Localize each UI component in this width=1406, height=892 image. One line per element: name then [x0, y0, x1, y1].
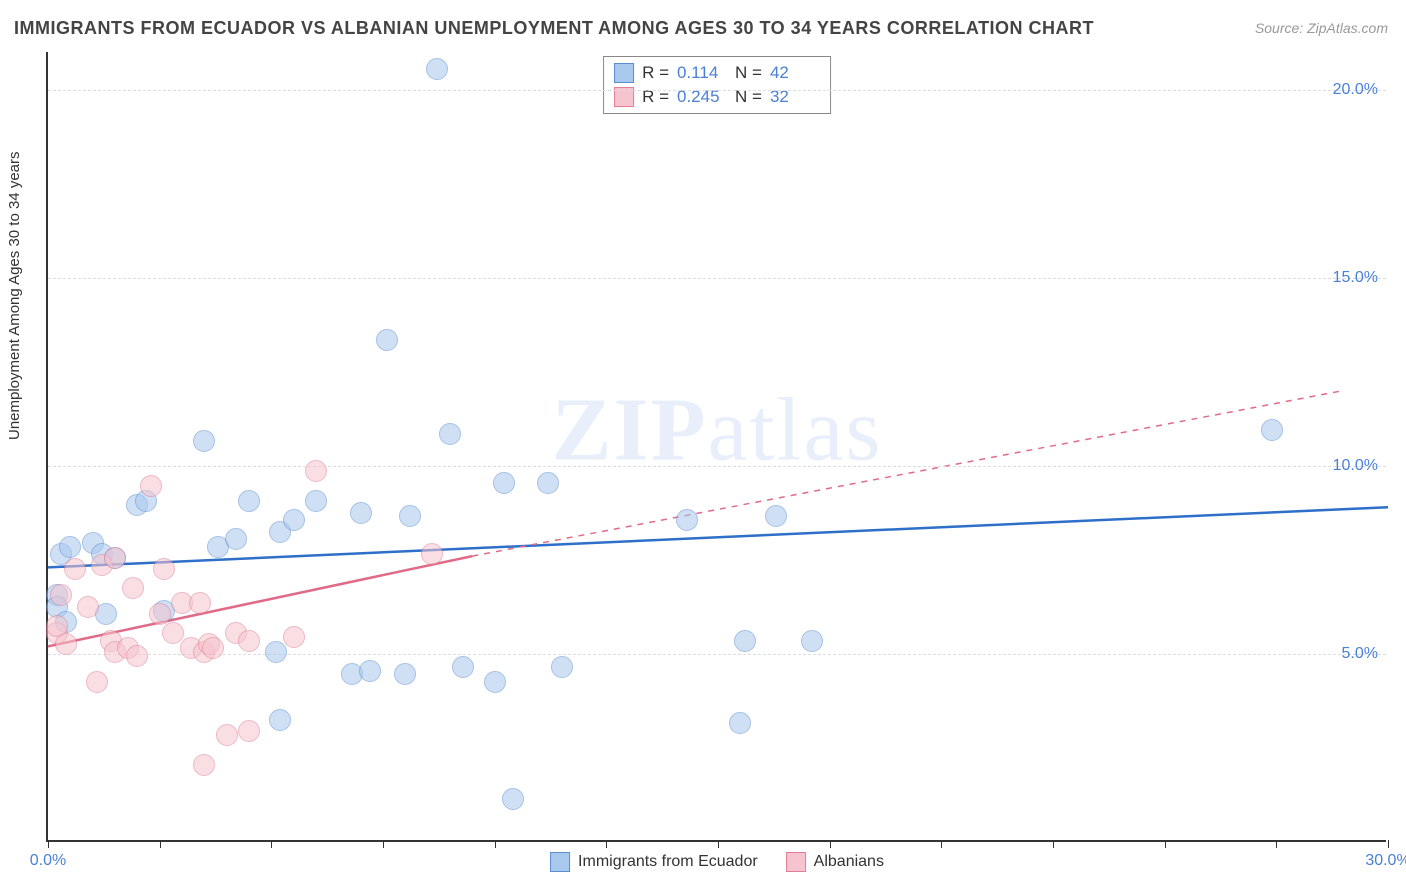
- x-tick: [271, 840, 272, 848]
- scatter-point: [193, 430, 215, 452]
- scatter-point: [50, 584, 72, 606]
- legend-swatch: [786, 852, 806, 872]
- x-tick: [941, 840, 942, 848]
- scatter-point: [238, 490, 260, 512]
- scatter-point: [765, 505, 787, 527]
- stats-legend-row: R =0.245N =32: [614, 85, 820, 109]
- scatter-point: [305, 460, 327, 482]
- scatter-point: [238, 630, 260, 652]
- legend-swatch: [614, 63, 634, 83]
- scatter-point: [729, 712, 751, 734]
- x-tick: [1165, 840, 1166, 848]
- series-legend: Immigrants from Ecuador Albanians: [550, 852, 884, 872]
- n-label: N =: [735, 63, 762, 83]
- scatter-point: [676, 509, 698, 531]
- plot-area: ZIPatlas R =0.114N =42R =0.245N =32 Immi…: [46, 52, 1386, 842]
- scatter-point: [305, 490, 327, 512]
- gridline: [48, 278, 1386, 279]
- scatter-point: [77, 596, 99, 618]
- scatter-point: [189, 592, 211, 614]
- scatter-point: [269, 709, 291, 731]
- scatter-point: [122, 577, 144, 599]
- scatter-point: [484, 671, 506, 693]
- scatter-point: [421, 543, 443, 565]
- scatter-point: [64, 558, 86, 580]
- scatter-point: [1261, 419, 1283, 441]
- x-tick: [1053, 840, 1054, 848]
- scatter-point: [238, 720, 260, 742]
- x-tick: [160, 840, 161, 848]
- x-tick: [495, 840, 496, 848]
- chart-title: IMMIGRANTS FROM ECUADOR VS ALBANIAN UNEM…: [14, 18, 1094, 39]
- stats-legend-row: R = 0.114 N = 42: [614, 61, 820, 85]
- scatter-point: [350, 502, 372, 524]
- y-tick-label: 20.0%: [1333, 81, 1378, 99]
- scatter-point: [801, 630, 823, 652]
- scatter-point: [537, 472, 559, 494]
- scatter-point: [225, 528, 247, 550]
- scatter-point: [216, 724, 238, 746]
- scatter-point: [283, 626, 305, 648]
- r-value: 0.114: [677, 63, 727, 83]
- x-tick: [1276, 840, 1277, 848]
- x-tick: [383, 840, 384, 848]
- scatter-point: [162, 622, 184, 644]
- trend-line: [48, 507, 1388, 567]
- scatter-point: [153, 558, 175, 580]
- scatter-point: [140, 475, 162, 497]
- x-tick: [718, 840, 719, 848]
- scatter-point: [149, 603, 171, 625]
- scatter-point: [551, 656, 573, 678]
- scatter-point: [452, 656, 474, 678]
- x-tick: [48, 840, 49, 848]
- x-tick: [1388, 840, 1389, 848]
- gridline: [48, 654, 1386, 655]
- x-tick-label: 0.0%: [30, 852, 66, 870]
- scatter-point: [86, 671, 108, 693]
- scatter-point: [126, 645, 148, 667]
- scatter-point: [359, 660, 381, 682]
- y-axis-label: Unemployment Among Ages 30 to 34 years: [6, 151, 23, 440]
- legend-swatch: [550, 852, 570, 872]
- stats-legend: R = 0.114 N = 42R =0.245N =32: [603, 56, 831, 114]
- scatter-point: [104, 547, 126, 569]
- n-value: 42: [770, 63, 820, 83]
- scatter-point: [265, 641, 287, 663]
- y-tick-label: 5.0%: [1342, 645, 1378, 663]
- legend-label: Albanians: [814, 853, 884, 871]
- scatter-point: [502, 788, 524, 810]
- scatter-point: [394, 663, 416, 685]
- x-tick: [606, 840, 607, 848]
- trend-line-extrapolated: [472, 391, 1343, 557]
- scatter-point: [55, 633, 77, 655]
- legend-item: Albanians: [786, 852, 884, 872]
- scatter-point: [734, 630, 756, 652]
- x-tick-label: 30.0%: [1365, 852, 1406, 870]
- y-tick-label: 15.0%: [1333, 269, 1378, 287]
- gridline: [48, 90, 1386, 91]
- scatter-point: [426, 58, 448, 80]
- legend-item: Immigrants from Ecuador: [550, 852, 758, 872]
- r-label: R =: [642, 63, 669, 83]
- gridline: [48, 466, 1386, 467]
- scatter-point: [376, 329, 398, 351]
- source-attribution: Source: ZipAtlas.com: [1255, 20, 1388, 36]
- scatter-point: [59, 536, 81, 558]
- scatter-point: [193, 754, 215, 776]
- scatter-point: [202, 637, 224, 659]
- x-tick: [830, 840, 831, 848]
- scatter-point: [493, 472, 515, 494]
- scatter-point: [439, 423, 461, 445]
- scatter-point: [283, 509, 305, 531]
- legend-label: Immigrants from Ecuador: [578, 853, 758, 871]
- scatter-point: [399, 505, 421, 527]
- y-tick-label: 10.0%: [1333, 457, 1378, 475]
